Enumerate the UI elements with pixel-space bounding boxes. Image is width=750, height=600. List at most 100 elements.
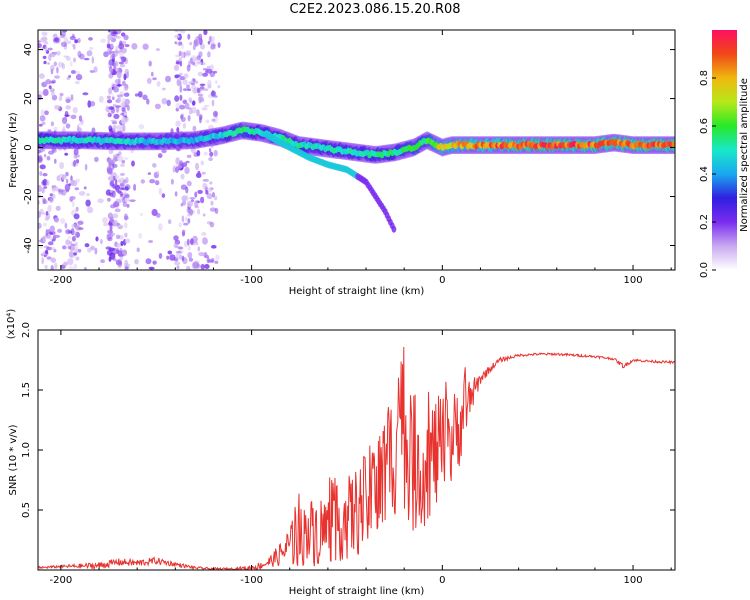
speckle-point bbox=[146, 98, 150, 105]
speckle-point bbox=[54, 51, 57, 55]
speckle-point bbox=[174, 261, 181, 266]
speckle-point bbox=[184, 52, 191, 57]
speckle-point bbox=[107, 197, 111, 202]
speckle-point bbox=[206, 193, 213, 200]
speckle-point bbox=[192, 88, 198, 94]
speckle-point bbox=[207, 259, 214, 263]
colorbar bbox=[712, 30, 737, 270]
speckle-point bbox=[115, 243, 121, 248]
speckle-point bbox=[203, 30, 208, 36]
speckle-point bbox=[63, 261, 68, 267]
speckle-point bbox=[174, 34, 180, 39]
colorbar-tick-label: 0.0 bbox=[699, 262, 710, 278]
speckle-point bbox=[118, 253, 124, 257]
speckle-point bbox=[180, 114, 184, 120]
speckle-point bbox=[207, 84, 212, 89]
speckle-point bbox=[120, 163, 125, 167]
speckle-point bbox=[202, 68, 208, 71]
speckle-point bbox=[48, 85, 52, 90]
speckle-point bbox=[111, 93, 114, 96]
speckle-point bbox=[75, 154, 80, 158]
speckle-point bbox=[41, 31, 48, 36]
speckle-point bbox=[48, 236, 54, 240]
speckle-point bbox=[187, 114, 191, 122]
speckle-point bbox=[194, 200, 199, 208]
speckle-point bbox=[185, 50, 191, 56]
speckle-point bbox=[155, 48, 160, 51]
x-tick-label: 100 bbox=[623, 275, 642, 286]
speckle-point bbox=[91, 56, 95, 64]
colorbar-tick-label: 0.4 bbox=[699, 166, 710, 182]
speckle-point bbox=[108, 125, 113, 132]
speckle-point bbox=[147, 172, 152, 175]
speckle-point bbox=[113, 86, 119, 93]
speckle-point bbox=[54, 158, 57, 164]
speckle-point bbox=[118, 43, 125, 50]
speckle-point bbox=[38, 123, 43, 127]
speckle-point bbox=[73, 148, 79, 156]
speckle-point bbox=[205, 119, 210, 124]
speckle-point bbox=[138, 232, 142, 239]
speckle-point bbox=[44, 217, 49, 221]
speckle-point bbox=[191, 84, 197, 90]
speckle-point bbox=[114, 79, 118, 84]
speckle-point bbox=[64, 222, 68, 229]
speckle-point bbox=[105, 105, 110, 112]
speckle-point bbox=[109, 252, 116, 260]
snr-frame bbox=[37, 329, 676, 571]
speckle-point bbox=[85, 199, 91, 207]
speckle-point bbox=[114, 178, 118, 186]
speckle-point bbox=[158, 187, 163, 195]
speckle-point bbox=[176, 126, 180, 133]
x-tick-label: -200 bbox=[50, 575, 73, 586]
speckle-point bbox=[71, 200, 75, 208]
speckle-point bbox=[154, 103, 161, 110]
speckle-point bbox=[199, 83, 206, 87]
speckle-point bbox=[59, 189, 64, 195]
speckle-point bbox=[42, 55, 47, 60]
speckle-point bbox=[119, 182, 125, 187]
speckle-point bbox=[66, 77, 70, 80]
speckle-point bbox=[211, 245, 217, 249]
speckle-point bbox=[58, 95, 63, 102]
speckle-point bbox=[78, 191, 86, 196]
speckle-point bbox=[38, 154, 43, 163]
speckle-point bbox=[174, 41, 177, 45]
speckle-point bbox=[88, 37, 93, 41]
speckle-point bbox=[110, 172, 117, 178]
speckle-point bbox=[115, 36, 121, 39]
speckle-point bbox=[188, 109, 193, 115]
speckle-point bbox=[39, 171, 43, 176]
speckle-point bbox=[158, 252, 163, 259]
speckle-point bbox=[124, 238, 131, 244]
speckle-point bbox=[54, 75, 60, 79]
speckle-point bbox=[173, 235, 179, 241]
speckle-point bbox=[169, 254, 176, 261]
speckle-point bbox=[118, 52, 125, 57]
speckle-point bbox=[178, 222, 182, 228]
speckle-point bbox=[170, 178, 174, 185]
speckle-point bbox=[204, 254, 209, 258]
speckle-point bbox=[183, 222, 189, 226]
speckle-point bbox=[108, 87, 113, 95]
x-tick-label: 0 bbox=[439, 575, 445, 586]
speckle-point bbox=[176, 265, 180, 270]
speckle-point bbox=[172, 165, 176, 173]
speckle-point bbox=[38, 222, 42, 229]
speckle-point bbox=[108, 59, 115, 66]
speckle-point bbox=[53, 126, 58, 132]
speckle-point bbox=[175, 107, 179, 112]
speckle-point bbox=[56, 66, 59, 74]
speckle-point bbox=[194, 36, 199, 40]
speckle-point bbox=[122, 179, 127, 184]
speckle-point bbox=[186, 84, 190, 89]
speckle-point bbox=[206, 65, 211, 69]
speckle-point bbox=[94, 156, 99, 163]
speckle-point bbox=[192, 125, 197, 132]
spectrogram-x-label: Height of straight line (km) bbox=[289, 286, 425, 297]
speckle-point bbox=[179, 104, 186, 110]
speckle-point bbox=[68, 250, 74, 258]
speckle-point bbox=[107, 176, 114, 181]
speckle-point bbox=[75, 73, 83, 81]
